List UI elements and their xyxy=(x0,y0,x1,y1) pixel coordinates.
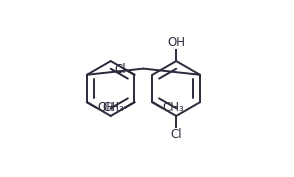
Text: OH: OH xyxy=(167,36,185,49)
Text: CH₃: CH₃ xyxy=(103,101,124,114)
Text: Cl: Cl xyxy=(171,128,182,141)
Text: Cl: Cl xyxy=(115,63,126,76)
Text: OH: OH xyxy=(97,101,115,114)
Text: CH₃: CH₃ xyxy=(163,101,184,114)
